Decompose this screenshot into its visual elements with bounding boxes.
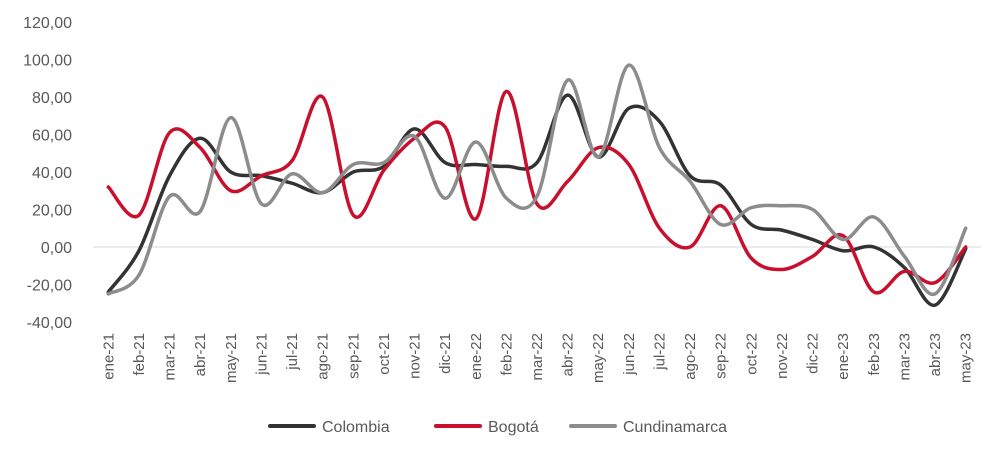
y-tick-label: 100,00 — [23, 53, 72, 70]
legend-label-colombia: Colombia — [322, 419, 390, 436]
x-tick-label: mar-23 — [896, 333, 913, 381]
x-tick-label: oct-22 — [743, 333, 760, 375]
x-tick-label: mar-21 — [162, 333, 179, 381]
x-tick-label: jun-22 — [621, 333, 638, 376]
x-tick-label: jun-21 — [253, 333, 270, 376]
y-tick-label: 120,00 — [23, 15, 72, 32]
x-tick-label: sep-21 — [345, 333, 362, 379]
x-tick-label: ago-21 — [315, 333, 332, 380]
series-line-bogot- — [106, 89, 968, 295]
x-tick-label: may-22 — [590, 333, 607, 383]
y-tick-label: -40,00 — [27, 315, 72, 332]
x-tick-label: ago-22 — [682, 333, 699, 380]
x-tick-label: mar-22 — [529, 333, 546, 381]
x-tick-label: nov-21 — [407, 333, 424, 379]
x-tick-label: may-23 — [958, 333, 975, 383]
x-tick-label: feb-21 — [131, 333, 148, 376]
x-tick-label: nov-22 — [774, 333, 791, 379]
x-tick-label: oct-21 — [376, 333, 393, 375]
x-tick-label: abr-23 — [927, 333, 944, 376]
legend: Colombia Bogotá Cundinamarca — [268, 419, 727, 436]
y-tick-label: -20,00 — [27, 278, 72, 295]
x-tick-label: ene-21 — [100, 333, 117, 380]
y-tick-label: 40,00 — [32, 165, 72, 182]
y-tick-label: 0,00 — [41, 240, 72, 257]
y-tick-label: 80,00 — [32, 90, 72, 107]
x-tick-label: feb-23 — [866, 333, 883, 376]
x-tick-label: jul-21 — [284, 333, 301, 371]
x-tick-label: jul-22 — [651, 333, 668, 371]
x-tick-label: abr-22 — [560, 333, 577, 376]
series-layer — [106, 63, 968, 307]
x-axis-ticks: ene-21 feb-21 mar-21 abr-21 may-21 jun-21 jul-… — [100, 333, 974, 383]
y-tick-label: 60,00 — [32, 128, 72, 145]
x-tick-label: abr-21 — [192, 333, 209, 376]
x-tick-label: dic-21 — [437, 333, 454, 374]
legend-label-bogot-: Bogotá — [488, 419, 539, 436]
x-tick-label: feb-22 — [498, 333, 515, 376]
y-axis-ticks: -40,00 -20,00 0,00 20,00 40,00 60,00 80,00 100,… — [23, 15, 72, 332]
x-tick-label: ene-22 — [468, 333, 485, 380]
series-line-cundinamarca — [106, 63, 968, 296]
x-tick-label: may-21 — [223, 333, 240, 383]
x-tick-label: dic-22 — [805, 333, 822, 374]
x-tick-label: ene-23 — [835, 333, 852, 380]
y-tick-label: 20,00 — [32, 203, 72, 220]
x-tick-label: sep-22 — [713, 333, 730, 379]
legend-label-cundinamarca: Cundinamarca — [623, 419, 727, 436]
